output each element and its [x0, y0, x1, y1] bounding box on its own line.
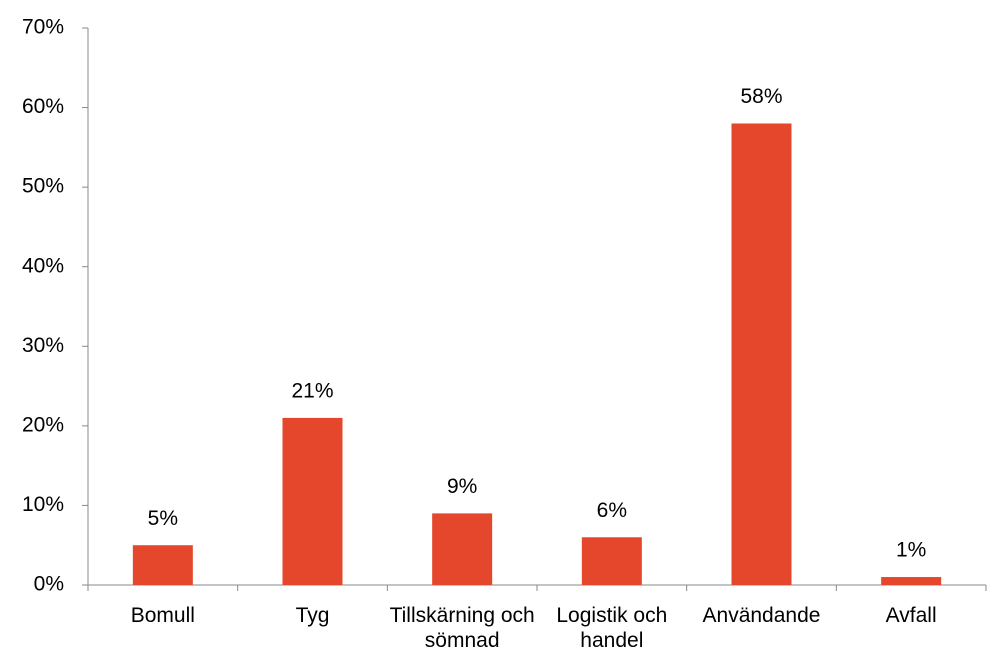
value-label: 9% [447, 475, 477, 498]
x-tick-label: Tillskärning och sömnad [389, 604, 535, 652]
y-tick-label: 30% [22, 334, 64, 357]
y-tick-label: 50% [22, 175, 64, 198]
bar [581, 537, 642, 585]
bar [282, 417, 343, 585]
value-label: 1% [896, 539, 926, 562]
value-label: 6% [597, 499, 627, 522]
y-tick-label: 20% [22, 413, 64, 436]
bar [731, 123, 792, 585]
y-tick-label: 40% [22, 254, 64, 277]
bar [881, 577, 942, 585]
y-tick-label: 60% [22, 95, 64, 118]
x-tick-label: Bomull [130, 604, 195, 627]
bar [132, 545, 193, 585]
value-label: 21% [291, 379, 333, 402]
x-tick-label: Användande [702, 604, 821, 627]
value-label: 58% [740, 85, 782, 108]
x-tick-label: Logistik och handel [556, 604, 668, 652]
y-tick-label: 10% [22, 493, 64, 516]
y-tick-label: 0% [34, 573, 64, 596]
x-tick-label: Avfall [885, 604, 937, 627]
y-tick-label: 70% [22, 16, 64, 39]
bar [432, 513, 493, 585]
value-label: 5% [148, 507, 178, 530]
x-tick-label: Tyg [295, 604, 330, 627]
